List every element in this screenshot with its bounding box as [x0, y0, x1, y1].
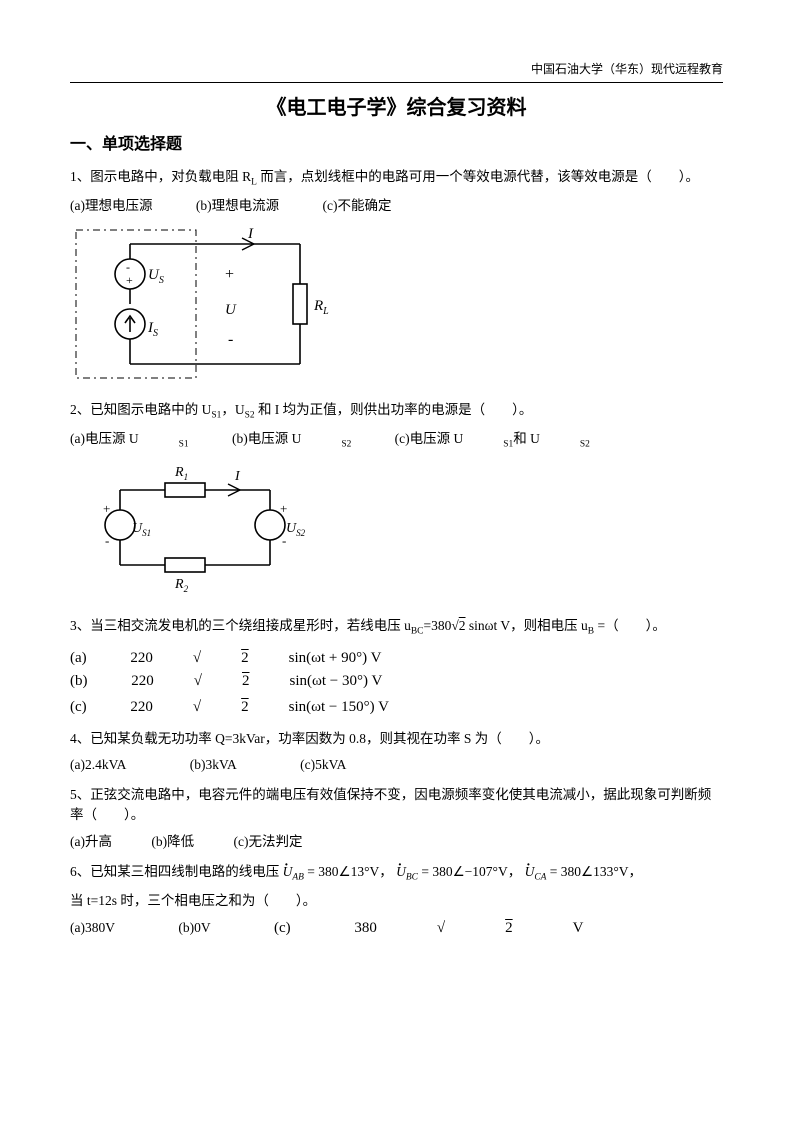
q3-sinwt: sinωt V，则相电压 u: [466, 618, 588, 633]
q2-r1-sub: 1: [184, 472, 189, 482]
q2-text-1: 2、已知图示电路中的 U: [70, 402, 211, 417]
q3-options-row2: (c) 220√2 sin(ωt − 150°) V: [70, 696, 723, 719]
question-5: 5、正弦交流电路中，电容元件的端电压有效值保持不变，因电源频率变化使其电流减小，…: [70, 785, 723, 826]
q1-is-sub: S: [153, 328, 158, 339]
q2-r1-label: R: [174, 465, 184, 480]
q2-i-label: I: [234, 469, 241, 484]
q3-sqrt-arg: 2: [458, 618, 466, 633]
q4-option-c: (c)5kVA: [300, 755, 346, 775]
q1-rl-label: R: [313, 298, 323, 314]
svg-text:R1: R1: [174, 465, 188, 482]
q6-options: (a)380V (b)0V (c) 380√2 V: [70, 917, 723, 940]
q1-options: (a)理想电压源 (b)理想电流源 (c)不能确定: [70, 196, 723, 216]
q3-option-b: (b) 220√2 sin(ωt − 30°) V: [70, 670, 422, 693]
question-6: 6、已知某三相四线制电路的线电压 UAB = 380∠13°V， UBC = 3…: [70, 862, 723, 885]
q2-r2-label: R: [174, 577, 184, 592]
q6-uca-label: U: [525, 864, 535, 879]
q1-rl-sub-label: L: [322, 306, 329, 317]
q2-us1-minus-icon: -: [105, 533, 109, 548]
svg-text:US2: US2: [286, 521, 306, 538]
q6-option-c: (c) 380√2 V: [274, 917, 643, 940]
q1-us-sub: S: [159, 275, 164, 286]
q2-us1-sub: S1: [142, 528, 151, 538]
q2-r2-sub: 2: [184, 584, 189, 594]
q6-option-a: (a)380V: [70, 918, 115, 938]
header-institution: 中国石油大学（华东）现代远程教育: [70, 60, 723, 83]
svg-text:US: US: [148, 267, 164, 286]
q3-option-a: (a) 220√2 sin(ωt + 90°) V: [70, 647, 421, 670]
q6-line2: 当 t=12s 时，三个相电压之和为（ ）。: [70, 891, 723, 911]
q3-eq: =380: [423, 618, 451, 633]
q2-option-a: (a)电压源 US1: [70, 429, 189, 452]
q2-us2-sub: S2: [296, 528, 306, 538]
q2-us2-plus-icon: +: [280, 501, 287, 516]
q1-us-plus-icon: +: [126, 273, 133, 287]
q1-u-minus-icon: -: [228, 331, 233, 348]
svg-text:IS: IS: [147, 320, 158, 339]
q3-tail: =（ ）。: [594, 618, 666, 633]
q1-option-b: (b)理想电流源: [196, 196, 279, 216]
q1-option-c: (c)不能确定: [322, 196, 391, 216]
q3-text-1: 3、当三相交流发电机的三个绕组接成星形时，若线电压 u: [70, 618, 411, 633]
q6-ubc-label: U: [396, 864, 406, 879]
q4-options: (a)2.4kVA (b)3kVA (c)5kVA: [70, 755, 723, 775]
question-3: 3、当三相交流发电机的三个绕组接成星形时，若线电压 uBC=380√2 sinω…: [70, 616, 723, 639]
q3-bc: BC: [411, 627, 424, 637]
q1-text-2: 而言，点划线框中的电路可用一个等效电源代替，该等效电源是（ ）。: [257, 169, 699, 184]
q6-uab-sub: AB: [292, 873, 304, 883]
q2-option-c: (c)电压源 US1 和 US2: [395, 429, 590, 452]
q2-text-2: 和 I 均为正值，则供出功率的电源是（ ）。: [255, 402, 533, 417]
q5-options: (a)升高 (b)降低 (c)无法判定: [70, 832, 723, 852]
q4-option-b: (b)3kVA: [190, 755, 237, 775]
q1-u-plus-icon: +: [225, 266, 234, 283]
section-1-heading: 一、单项选择题: [70, 133, 723, 157]
q3-option-c: (c) 220√2 sin(ωt − 150°) V: [70, 696, 429, 719]
q6-option-b: (b)0V: [178, 918, 210, 938]
q5-option-b: (b)降低: [151, 832, 194, 852]
q3-options-row1: (a) 220√2 sin(ωt + 90°) V (b) 220√2 sin(…: [70, 647, 723, 692]
q1-text-1: 1、图示电路中，对负载电阻 R: [70, 169, 251, 184]
q6-ubc-sub: BC: [406, 873, 418, 883]
q4-option-a: (a)2.4kVA: [70, 755, 126, 775]
q1-circuit-diagram: - + + - US IS I U RL: [70, 224, 723, 390]
q2-options: (a)电压源 US1 (b)电压源 US2 (c)电压源 US1 和 US2: [70, 429, 723, 452]
svg-text:RL: RL: [313, 298, 329, 317]
q2-s2: S2: [245, 411, 255, 421]
q2-circuit-diagram: + - + - R1 R2 I US1 US2: [70, 460, 723, 606]
q2-mid: ，U: [221, 402, 244, 417]
q2-option-b: (b)电压源 US2: [232, 429, 351, 452]
q5-option-c: (c)无法判定: [233, 832, 302, 852]
page-title: 《电工电子学》综合复习资料: [70, 93, 723, 123]
q2-s1: S1: [211, 411, 221, 421]
q1-option-a: (a)理想电压源: [70, 196, 152, 216]
q6-uca-sub: CA: [534, 873, 546, 883]
q6-uab-label: U: [283, 864, 293, 879]
svg-text:R2: R2: [174, 577, 189, 594]
q2-us1-plus-icon: +: [103, 501, 110, 516]
q6-v2: = 380∠−107°V，: [418, 864, 521, 879]
q1-i-label: I: [247, 226, 254, 242]
q6-v1: = 380∠13°V，: [304, 864, 393, 879]
svg-text:US1: US1: [132, 521, 151, 538]
q6-lead: 6、已知某三相四线制电路的线电压: [70, 864, 283, 879]
question-2: 2、已知图示电路中的 US1，US2 和 I 均为正值，则供出功率的电源是（ ）…: [70, 400, 723, 423]
q5-option-a: (a)升高: [70, 832, 112, 852]
q6-v3: = 380∠133°V，: [546, 864, 642, 879]
question-4: 4、已知某负载无功功率 Q=3kVar，功率因数为 0.8，则其视在功率 S 为…: [70, 729, 723, 749]
q1-us-minus-icon: -: [126, 260, 130, 274]
q1-u-label: U: [225, 302, 237, 318]
question-1: 1、图示电路中，对负载电阻 RL 而言，点划线框中的电路可用一个等效电源代替，该…: [70, 167, 723, 190]
